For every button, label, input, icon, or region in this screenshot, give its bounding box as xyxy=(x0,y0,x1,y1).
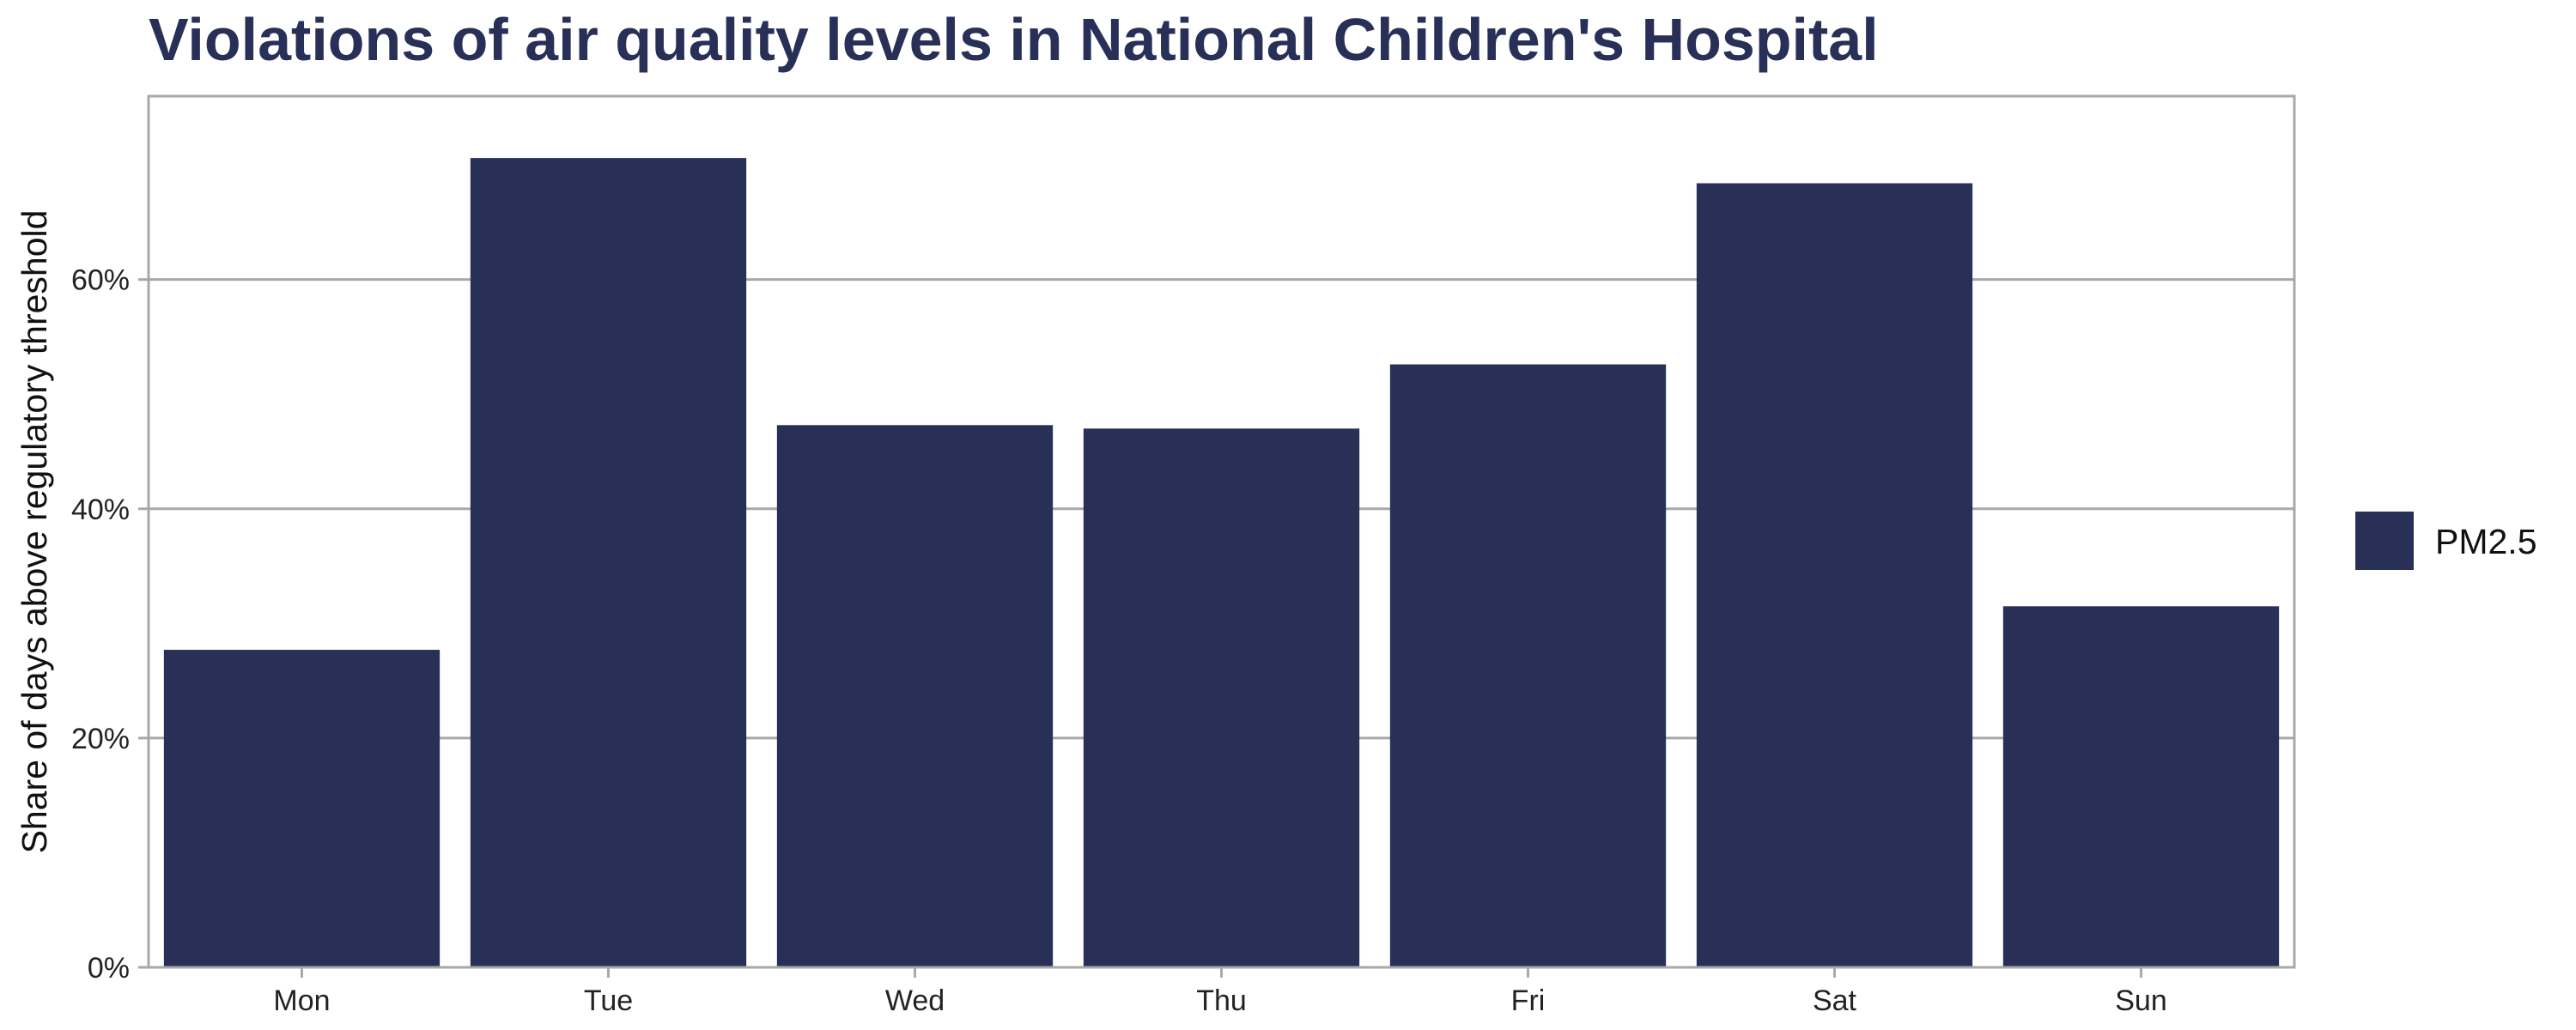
bar-thu xyxy=(1083,428,1360,968)
bar-wed xyxy=(776,425,1054,968)
y-tick-label: 60% xyxy=(71,264,130,297)
x-tick-label-fri: Fri xyxy=(1511,985,1546,1017)
bar-mon xyxy=(163,650,440,967)
y-tick-label: 0% xyxy=(88,952,130,985)
y-tick-label: 40% xyxy=(71,494,130,526)
x-tick-label-thu: Thu xyxy=(1196,985,1247,1017)
bar-fri xyxy=(1389,364,1667,967)
y-axis-title: Share of days above regulatory threshold xyxy=(15,210,54,854)
chart-title: Violations of air quality levels in Nati… xyxy=(149,6,1879,73)
legend-label-pm25: PM2.5 xyxy=(2435,522,2537,561)
legend-key-pm25 xyxy=(2355,512,2414,570)
bar-tue xyxy=(470,158,747,968)
x-tick-label-tue: Tue xyxy=(584,985,633,1017)
x-tick-label-wed: Wed xyxy=(885,985,945,1017)
y-tick-label: 20% xyxy=(71,723,130,755)
x-tick-label-mon: Mon xyxy=(273,985,330,1017)
y-axis-ticks: 0% 20% 40% 60% xyxy=(71,264,149,985)
bar-sat xyxy=(1696,183,1973,967)
legend: PM2.5 xyxy=(2355,512,2537,570)
bars xyxy=(163,158,2280,968)
bar-sun xyxy=(2002,606,2280,967)
x-tick-label-sun: Sun xyxy=(2115,985,2167,1017)
x-tick-label-sat: Sat xyxy=(1813,985,1857,1017)
x-axis-ticks: Mon Tue Wed Thu Fri Sat Sun xyxy=(273,967,2167,1017)
